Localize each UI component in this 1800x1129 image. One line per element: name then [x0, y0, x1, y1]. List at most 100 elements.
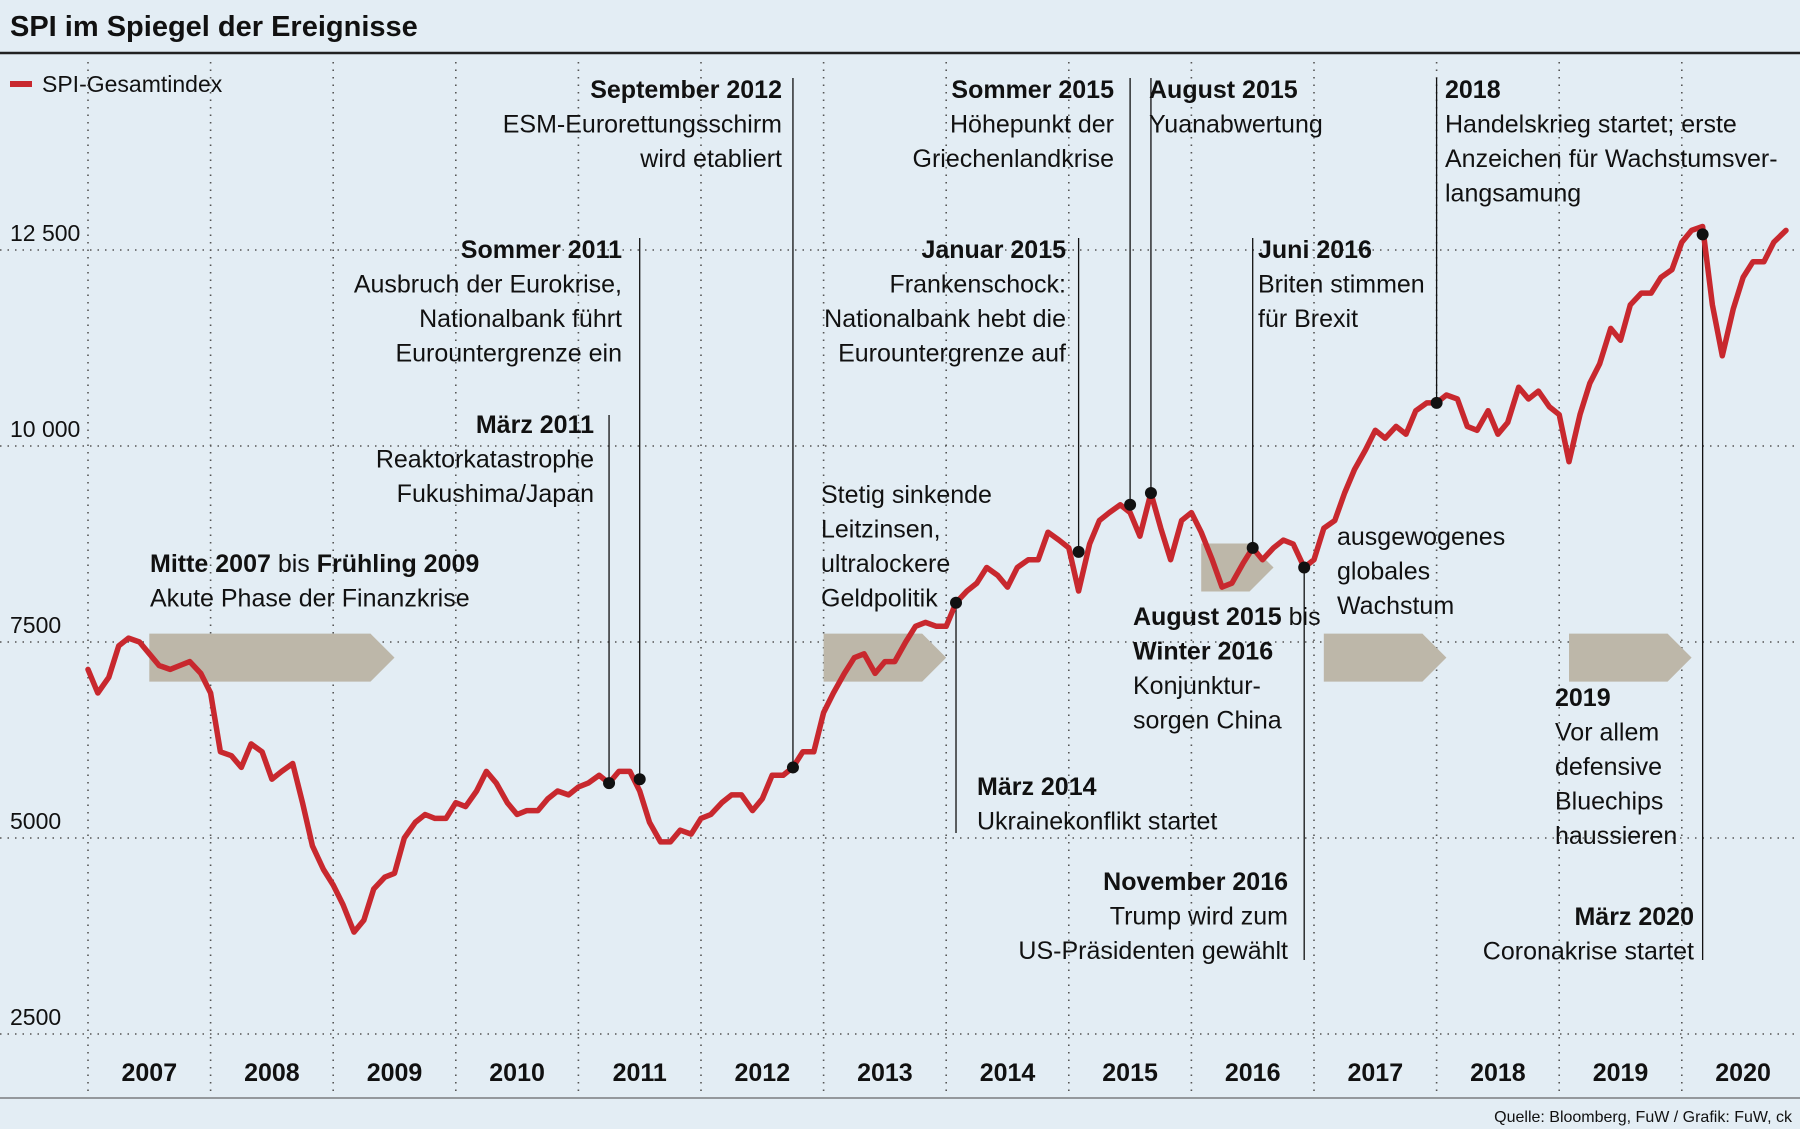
- annotation-heading: Juni 2016: [1258, 236, 1372, 264]
- annotation-text: haussieren: [1555, 822, 1677, 850]
- annotation-leader-lines: [608, 78, 1704, 960]
- annotation-text: Nationalbank hebt die: [824, 305, 1066, 333]
- annotation-bold: Juni 2016: [1258, 236, 1372, 264]
- annotation-bold: August 2015: [1149, 76, 1298, 104]
- annotation-text: Briten stimmen: [1258, 271, 1425, 299]
- x-tick-label-2008: 2008: [244, 1059, 300, 1087]
- period-arrows: [149, 543, 1692, 682]
- annotation-zinsen: Stetig sinkende Leitzinsen, ultralockere Ge…: [821, 481, 992, 613]
- x-tick-label-2019: 2019: [1593, 1059, 1649, 1087]
- legend: SPI-Gesamtindex: [10, 71, 223, 97]
- annotation-handel: 2018 Handelskrieg startet; erste Anzeichen…: [1445, 76, 1778, 208]
- event-marker-1: [633, 773, 646, 786]
- x-tick-label-2018: 2018: [1470, 1059, 1526, 1087]
- legend-label: SPI-Gesamtindex: [42, 71, 223, 97]
- period-arrow-1: [823, 633, 947, 682]
- annotation-fukushima: März 2011 Reaktorkatastrophe Fukushima/Jap…: [376, 411, 594, 508]
- annotation-text: sorgen China: [1133, 707, 1282, 735]
- x-tick-label-2009: 2009: [367, 1059, 423, 1087]
- x-tick-label-2017: 2017: [1347, 1059, 1403, 1087]
- event-marker-0: [603, 777, 616, 790]
- annotation-text: ausgewogenes: [1337, 523, 1505, 551]
- x-tick-label-2015: 2015: [1102, 1059, 1158, 1087]
- annotation-text: Coronakrise startet: [1483, 938, 1694, 966]
- annotation-bold: 2018: [1445, 76, 1501, 104]
- series-layer: [85, 223, 1789, 935]
- annotation-text: langsamung: [1445, 180, 1581, 208]
- annotation-text: Yuanabwertung: [1149, 111, 1323, 139]
- annotation-brexit: Juni 2016 Briten stimmen für Brexit: [1258, 236, 1425, 333]
- annotation-heading: März 2020: [1574, 903, 1694, 931]
- annotation-text: US-Präsidenten gewählt: [1018, 937, 1288, 965]
- annotation-bold: Frühling 2009: [317, 550, 480, 578]
- annotation-bold: Winter 2016: [1133, 638, 1273, 666]
- event-marker-4: [1072, 545, 1085, 558]
- annotation-heading: Mitte 2007 bis Frühling 2009: [150, 550, 479, 578]
- annotation-bold: 2019: [1555, 684, 1611, 712]
- annotation-wachstum: ausgewogenes globales Wachstum: [1337, 523, 1505, 620]
- annotation-bold: Sommer 2015: [951, 76, 1114, 104]
- event-marker-10: [1696, 228, 1709, 241]
- annotation-heading: März 2011: [476, 411, 594, 439]
- annotation-heading: Sommer 2011: [461, 236, 622, 264]
- annotation-text: Ukrainekonflikt startet: [977, 808, 1217, 836]
- y-tick-label-1: 5000: [10, 808, 61, 834]
- period-arrow-0: [149, 633, 395, 682]
- x-tick-label-2011: 2011: [613, 1059, 667, 1087]
- annotation-bluechips: 2019 Vor allem defensive Bluechips haussiere…: [1555, 684, 1677, 850]
- annotation-text: Trump wird zum: [1110, 903, 1288, 931]
- series-line-spi: [85, 223, 1789, 935]
- annotation-text: Reaktorkatastrophe: [376, 446, 594, 474]
- annotation-esm: September 2012 ESM-Eurorettungsschirm wird…: [503, 76, 782, 173]
- annotation-bold: September 2012: [590, 76, 782, 104]
- annotation-text: Konjunktur-: [1133, 672, 1261, 700]
- annotation-text: Ausbruch der Eurokrise,: [354, 271, 622, 299]
- annotation-bold: März 2014: [977, 773, 1097, 801]
- annotation-heading: September 2012: [590, 76, 782, 104]
- annotation-text: Höhepunkt der: [950, 111, 1114, 139]
- annotation-heading: August 2015: [1149, 76, 1298, 104]
- annotation-griechen: Sommer 2015 Höhepunkt der Griechenlandkris…: [913, 76, 1115, 173]
- annotation-text: ultralockere: [821, 550, 950, 578]
- event-marker-8: [1298, 561, 1311, 574]
- y-tick-label-4: 12 500: [10, 220, 80, 246]
- annotation-ukraine: März 2014 Ukrainekonflikt startet: [977, 773, 1217, 836]
- annotation-bold: März 2020: [1574, 903, 1694, 931]
- annotation-bold: Sommer 2011: [461, 236, 622, 264]
- annotation-bold: März 2011: [476, 411, 594, 439]
- x-tick-label-2014: 2014: [980, 1059, 1036, 1087]
- annotation-eurokrise: Sommer 2011 Ausbruch der Eurokrise, Nation…: [354, 236, 622, 368]
- source-note: Quelle: Bloomberg, FuW / Grafik: FuW, ck: [1494, 1109, 1793, 1126]
- annotation-text: Frankenschock:: [890, 271, 1066, 299]
- y-tick-label-2: 7500: [10, 612, 61, 638]
- annotation-text: globales: [1337, 558, 1430, 586]
- annotation-bold: Januar 2015: [921, 236, 1066, 264]
- annotation-yuan: August 2015 Yuanabwertung: [1149, 76, 1323, 139]
- annotation-text: Handelskrieg startet; erste: [1445, 111, 1737, 139]
- annotation-text: Anzeichen für Wachstumsver-: [1445, 145, 1778, 173]
- x-tick-label-2020: 2020: [1715, 1059, 1771, 1087]
- event-marker-7: [1246, 541, 1259, 554]
- x-axis: 2007 2008 2009 2010 2011 2012 2013 2014 2015 2016…: [121, 1059, 1770, 1087]
- annotation-text: defensive: [1555, 753, 1662, 781]
- annotation-text: Griechenlandkrise: [913, 145, 1115, 173]
- x-tick-label-2010: 2010: [489, 1059, 545, 1087]
- annotation-heading: 2018: [1445, 76, 1501, 104]
- period-arrow-4: [1569, 633, 1692, 682]
- annotation-text: Leitzinsen,: [821, 516, 941, 544]
- annotation-heading: August 2015 bis: [1133, 603, 1321, 631]
- event-marker-9: [1430, 396, 1443, 409]
- annotation-franken: Januar 2015 Frankenschock: Nationalbank he…: [824, 236, 1066, 368]
- annotation-bold: November 2016: [1103, 868, 1288, 896]
- annotation-text: Geldpolitik: [821, 585, 938, 613]
- event-markers: [603, 228, 1709, 790]
- annotation-china: August 2015 bis Winter 2016 Konjunktur-sor…: [1133, 603, 1321, 735]
- annotation-bold: August 2015: [1133, 603, 1282, 631]
- annotation-text: Vor allem: [1555, 719, 1659, 747]
- chart-title: SPI im Spiegel der Ereignisse: [10, 11, 418, 43]
- x-tick-label-2012: 2012: [734, 1059, 790, 1087]
- y-axis: 2500 5000 7500 10 000 12 500: [10, 220, 80, 1030]
- annotation-text: wird etabliert: [639, 145, 782, 173]
